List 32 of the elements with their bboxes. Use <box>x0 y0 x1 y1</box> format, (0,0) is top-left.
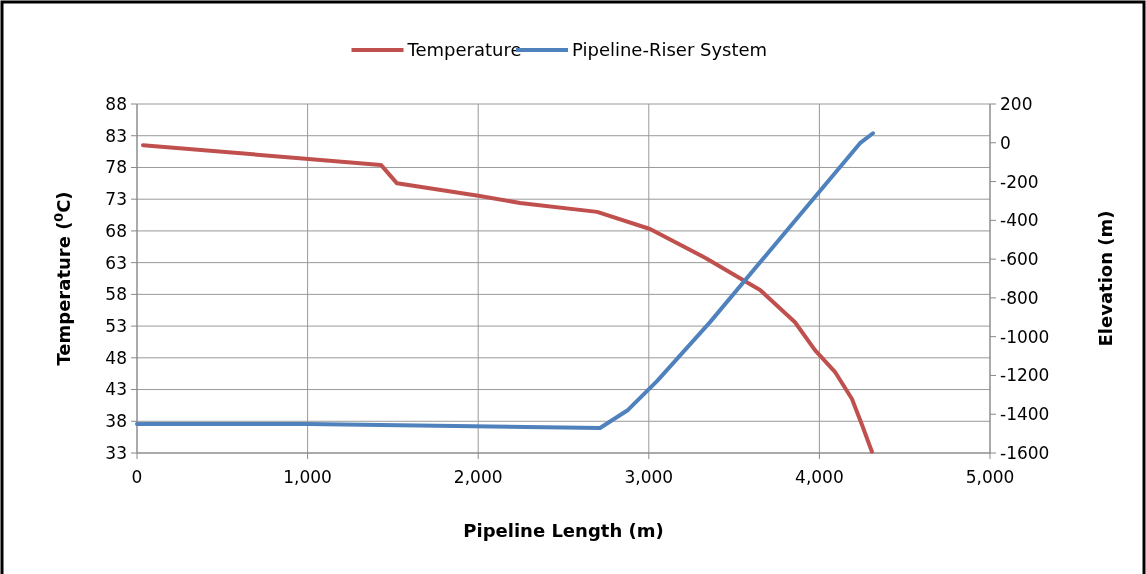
y2-tick-label: -1200 <box>1000 365 1050 386</box>
y-tick-label: 63 <box>105 252 127 273</box>
x-tick-label: 2,000 <box>453 467 503 487</box>
y-tick-label: 43 <box>105 379 127 400</box>
y2-tick-label: 200 <box>1000 93 1033 114</box>
y2-tick-label: -200 <box>1000 171 1039 192</box>
legend-label: Pipeline-Riser System <box>572 39 768 61</box>
y-tick-label: 78 <box>105 157 127 178</box>
y-tick-label: 38 <box>105 411 127 432</box>
x-tick-label: 0 <box>131 467 143 487</box>
y2-tick-label: -1000 <box>1000 326 1050 347</box>
y-tick-label: 73 <box>105 189 127 210</box>
y-tick-label: 58 <box>105 284 127 305</box>
y2-tick-label: -1600 <box>1000 442 1050 463</box>
y2-tick-label: -400 <box>1000 210 1039 231</box>
y-tick-label: 33 <box>105 442 127 463</box>
y-tick-label: 53 <box>105 316 127 337</box>
y-tick-label: 88 <box>105 93 127 114</box>
y-tick-label: 68 <box>105 220 127 241</box>
y-tick-label: 48 <box>105 347 127 368</box>
x-tick-label: 4,000 <box>795 467 844 487</box>
y2-tick-label: -600 <box>1000 249 1039 270</box>
x-tick-label: 1,000 <box>283 467 332 487</box>
y2-axis-title: Elevation (m) <box>1095 210 1116 347</box>
y2-tick-label: -800 <box>1000 287 1039 308</box>
y2-tick-label: 0 <box>1000 132 1011 153</box>
legend-label: Temperature <box>406 39 522 61</box>
y-tick-label: 83 <box>105 125 127 146</box>
y2-tick-label: -1400 <box>1000 404 1050 425</box>
x-tick-label: 3,000 <box>624 467 674 487</box>
x-axis-title: Pipeline Length (m) <box>463 520 664 541</box>
x-tick-label: 5,000 <box>965 467 1015 487</box>
